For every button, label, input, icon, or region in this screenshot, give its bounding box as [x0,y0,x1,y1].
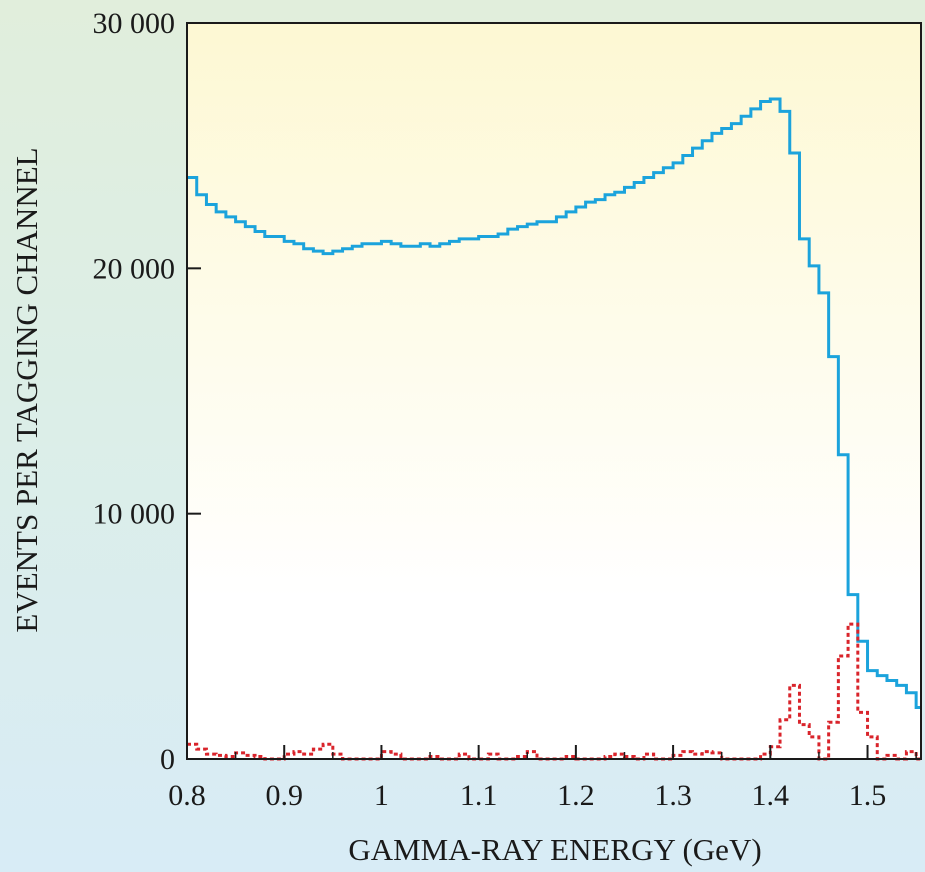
y-tick-label: 10 000 [93,498,176,531]
plot-area [187,23,921,759]
y-tick-label: 0 [160,743,175,776]
x-tick-label: 1.5 [849,779,887,812]
x-tick-label: 1.3 [654,779,692,812]
x-tick-label: 1 [374,779,389,812]
series-layer [187,97,921,761]
y-axis-title: EVENTS PER TAGGING CHANNEL [9,147,44,632]
series-0 [187,97,921,709]
series-line [187,97,921,709]
x-axis: 0.8 0.9 1 1.1 1.2 1.3 1.4 1.5 [168,745,917,812]
series-1 [187,622,921,761]
series-line [187,622,921,761]
plot-frame [186,22,922,760]
x-tick-label: 0.8 [168,779,206,812]
y-axis: 0 10 000 20 000 30 000 [93,7,201,776]
y-tick-label: 30 000 [93,7,176,40]
x-axis-title: GAMMA-RAY ENERGY (GeV) [348,832,761,867]
x-tick-label: 1.2 [557,779,595,812]
x-tick-label: 1.4 [752,779,790,812]
x-tick-label: 1.1 [460,779,498,812]
x-tick-label: 0.9 [265,779,303,812]
y-tick-label: 20 000 [93,252,176,285]
